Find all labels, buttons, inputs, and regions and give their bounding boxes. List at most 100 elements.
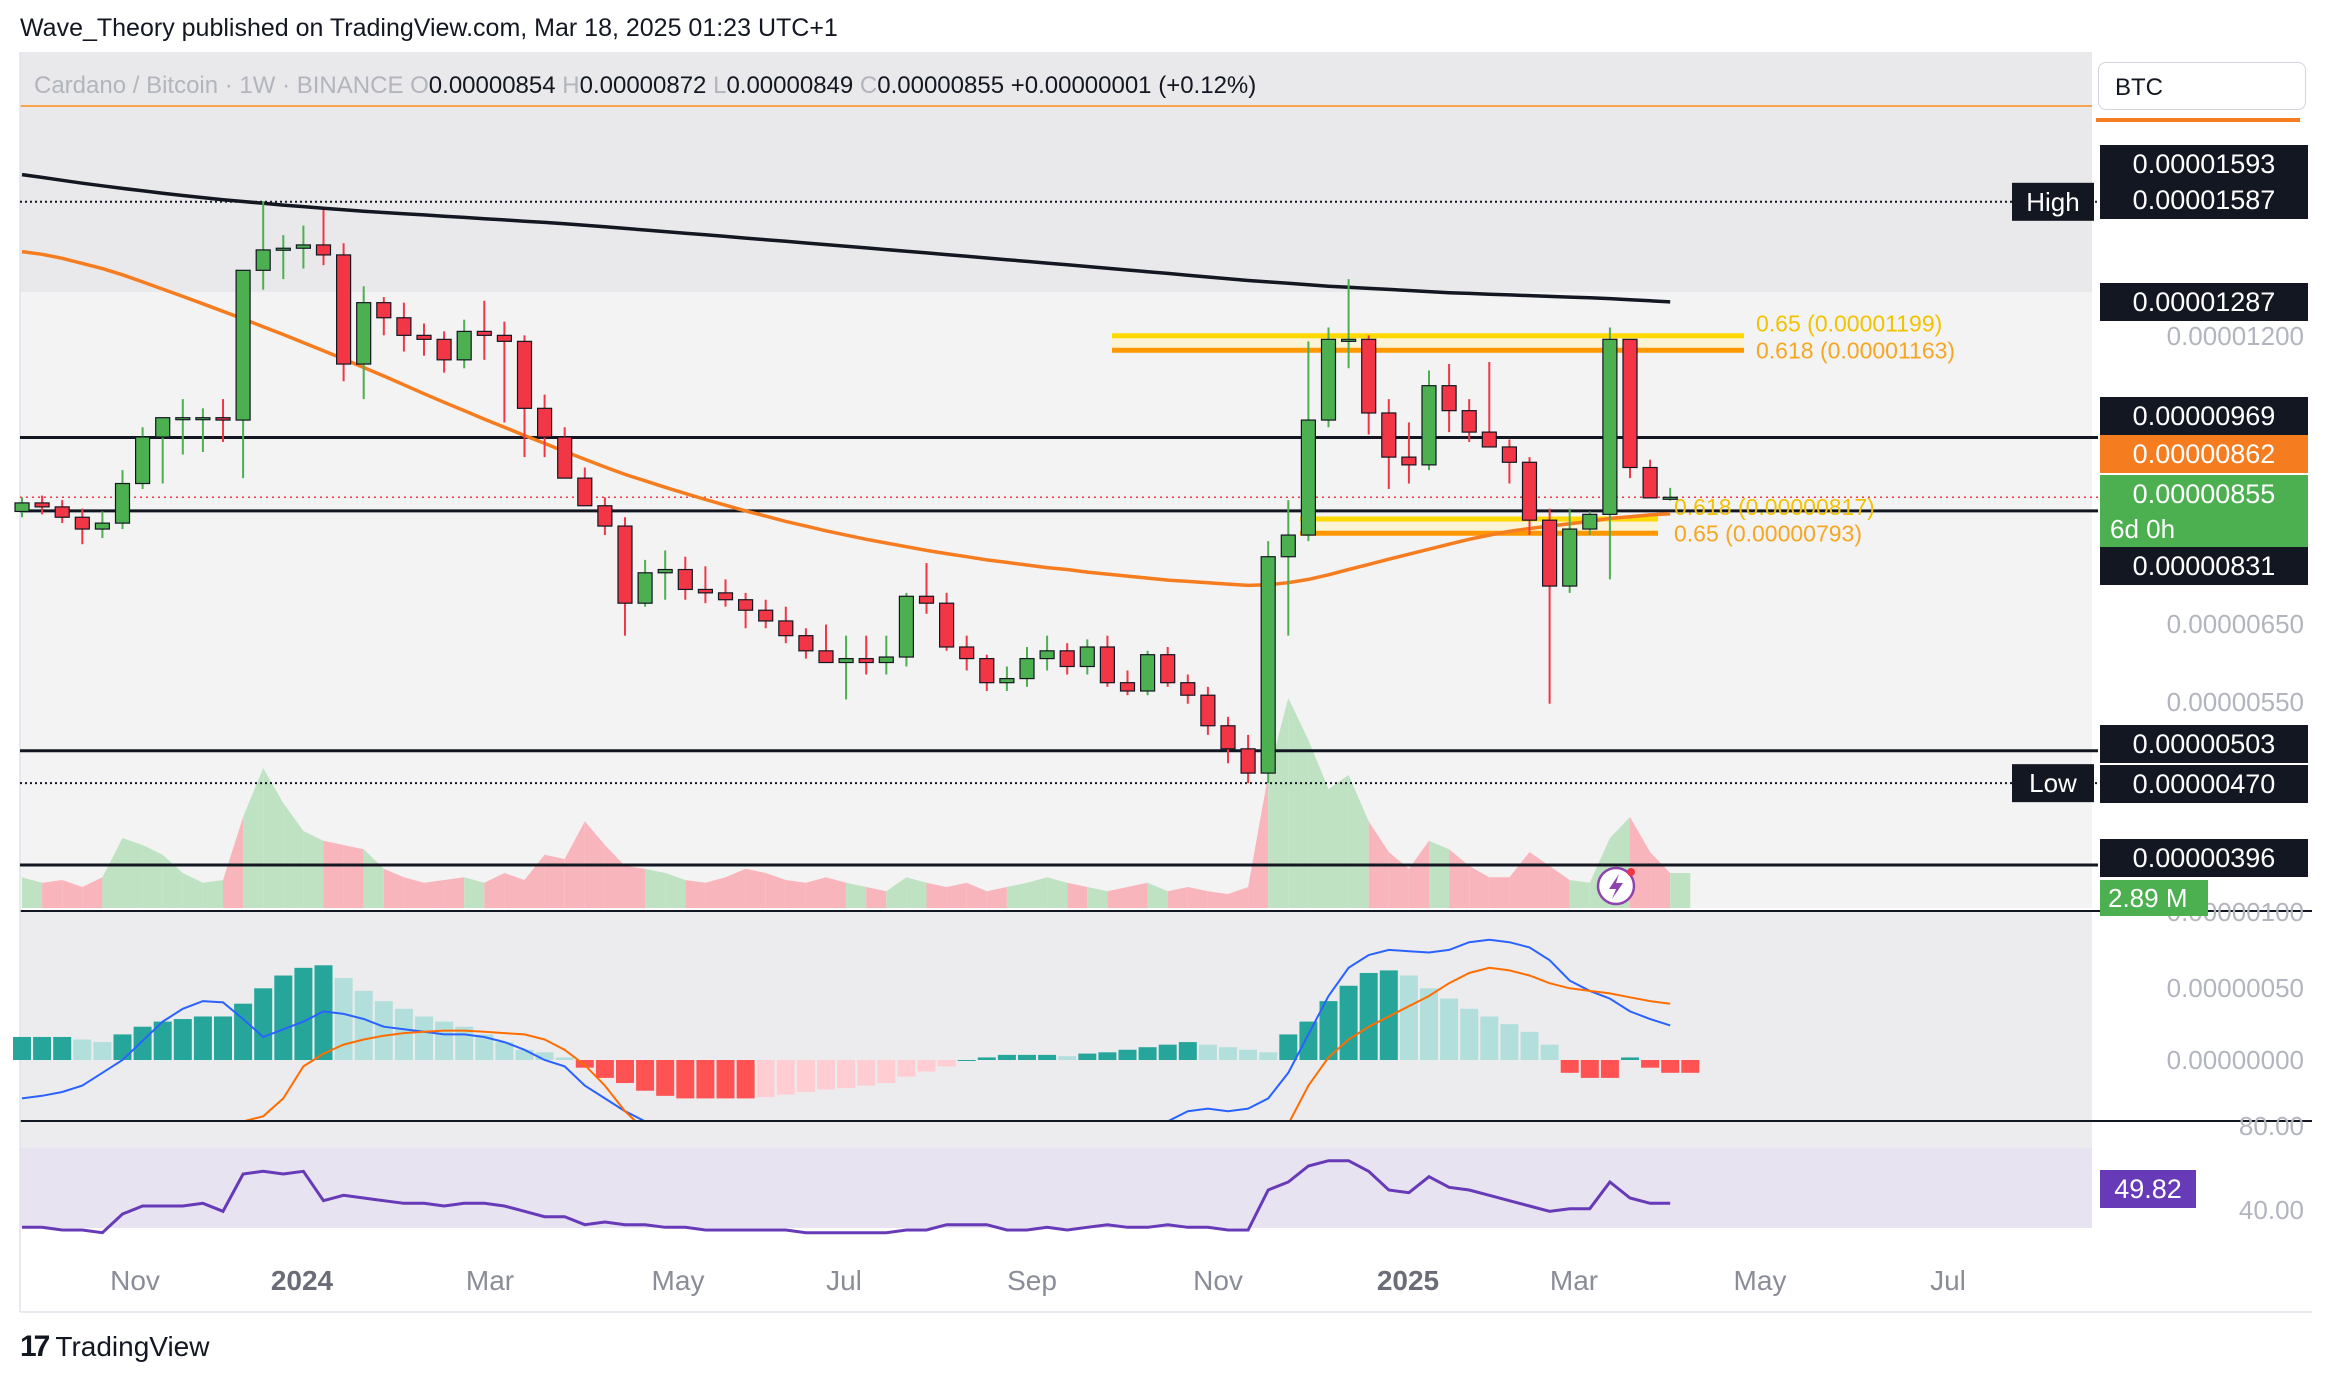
macd-histogram-bar — [193, 1016, 212, 1060]
price-tag: 0.00000396 — [2133, 843, 2276, 873]
macd-histogram-bar — [1641, 1060, 1660, 1068]
candle-body — [878, 656, 894, 664]
macd-histogram-bar — [1480, 1016, 1499, 1060]
price-tag-bg — [2100, 283, 2308, 321]
candle-body — [1079, 646, 1095, 668]
time-axis-label: 2024 — [271, 1265, 334, 1296]
macd-histogram-bar — [394, 1008, 413, 1060]
candle-body — [818, 650, 834, 664]
alert-dot-icon — [1627, 868, 1635, 876]
macd-histogram-bar — [475, 1034, 494, 1060]
candle-body — [195, 417, 211, 421]
volume-area — [645, 868, 666, 908]
fib-label: 0.618 (0.00000817) — [1674, 494, 1875, 520]
price-tag-bg — [2100, 181, 2308, 219]
candle-body — [597, 505, 613, 527]
macd-histogram-bar — [53, 1036, 72, 1060]
volume-area — [846, 882, 867, 908]
level-label: Low — [2029, 768, 2077, 798]
macd-histogram-bar — [1440, 998, 1459, 1060]
fib-label: 0.618 (0.00001163) — [1756, 337, 1955, 363]
volume-area — [826, 877, 847, 908]
open-label: O — [410, 72, 429, 99]
macd-histogram-bar — [254, 988, 273, 1060]
candle-body — [135, 436, 151, 485]
volume-area — [625, 866, 646, 908]
volume-area — [62, 880, 83, 908]
price-axis-tick: 0.00000650 — [2167, 609, 2304, 639]
macd-histogram-bar — [1259, 1052, 1278, 1060]
ma200-line — [21, 172, 1671, 304]
volume-area — [162, 854, 183, 908]
time-axis-label: 2025 — [1377, 1265, 1439, 1296]
macd-histogram-bar — [555, 1057, 574, 1060]
volume-area — [1006, 882, 1027, 908]
candle-body — [215, 417, 231, 421]
macd-histogram-bar — [374, 1001, 393, 1060]
volume-area — [82, 877, 103, 908]
tradingview-logo-icon: 17 — [20, 1330, 50, 1363]
candle-body — [1320, 338, 1337, 421]
level-label: High — [2026, 187, 2079, 217]
candle-body — [315, 244, 332, 256]
volume-area — [403, 877, 424, 908]
volume-area — [1569, 880, 1590, 908]
price-tag: 0.00000855 — [2133, 479, 2276, 509]
volume-area — [243, 768, 264, 908]
countdown-bg — [2100, 513, 2308, 547]
candle-body — [396, 317, 412, 336]
candle-body — [1421, 385, 1437, 466]
low-label: L — [713, 72, 727, 99]
rsi-value-tag-bg — [2100, 1170, 2196, 1208]
fib-label: 0.65 (0.00000793) — [1674, 520, 1862, 546]
upper-shade — [20, 52, 2092, 292]
macd-histogram-bar — [33, 1036, 52, 1060]
macd-histogram-bar — [1379, 970, 1398, 1060]
candle-body — [1521, 461, 1538, 521]
fib-label: 0.65 (0.00001199) — [1756, 311, 1942, 337]
macd-histogram-bar — [334, 978, 353, 1060]
volume-area — [484, 873, 505, 908]
volume-area — [745, 868, 766, 908]
volume-area — [1207, 891, 1228, 908]
macd-histogram-bar — [1219, 1047, 1237, 1060]
macd-axis-tick: 0.00000000 — [2167, 1045, 2304, 1075]
macd-histogram-bar — [937, 1060, 956, 1067]
macd-histogram-bar — [294, 967, 313, 1060]
symbol-search-input[interactable]: BTC — [2098, 62, 2306, 110]
volume-area — [1187, 887, 1208, 908]
candle-body — [1220, 725, 1236, 750]
volume-area — [1027, 877, 1048, 908]
candle-body — [697, 588, 714, 594]
price-tag-bg — [2100, 839, 2308, 877]
time-axis-label: Nov — [1193, 1265, 1243, 1296]
macd-histogram-bar — [1399, 975, 1418, 1060]
macd-histogram-bar — [1500, 1024, 1519, 1060]
macd-histogram-bar — [495, 1042, 514, 1060]
volume-area — [1127, 882, 1148, 908]
candle-body — [778, 620, 794, 637]
rsi-axis-tick: 40.00 — [2239, 1195, 2304, 1225]
time-axis-label: Mar — [466, 1265, 514, 1296]
price-tag-bg — [2100, 145, 2308, 183]
volume-area — [1087, 887, 1108, 908]
volume-area — [544, 854, 565, 908]
candle-body — [898, 595, 915, 658]
low-value: 0.00000849 — [726, 72, 854, 99]
macd-histogram-bar — [1239, 1049, 1258, 1060]
candle-body — [657, 568, 673, 574]
volume-area — [1549, 866, 1570, 908]
price-tag: 0.00000862 — [2133, 439, 2276, 469]
macd-histogram-bar — [736, 1060, 755, 1099]
macd-histogram-bar — [837, 1060, 856, 1089]
candle-body — [34, 502, 50, 508]
candle-body — [1642, 466, 1658, 499]
change-value: +0.00000001 (+0.12%) — [1010, 72, 1257, 99]
volume-area — [1489, 877, 1510, 908]
price-axis-tick: 0.00000550 — [2167, 687, 2304, 717]
macd-histogram-bar — [1600, 1060, 1619, 1078]
macd-histogram-bar — [977, 1057, 996, 1060]
macd-histogram-bar — [1339, 985, 1358, 1060]
tradingview-brand[interactable]: 17 TradingView — [20, 1330, 209, 1364]
